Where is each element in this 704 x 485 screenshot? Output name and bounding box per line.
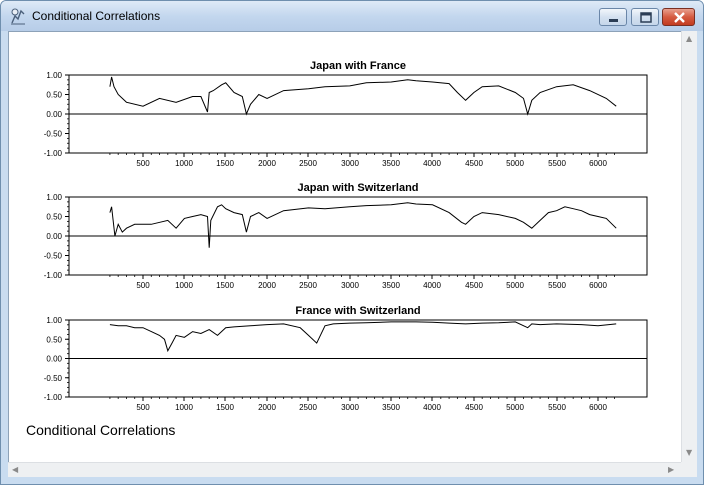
minimize-icon <box>609 19 618 22</box>
x-tick-label: 4500 <box>465 281 483 290</box>
minimize-button[interactable] <box>599 8 627 26</box>
window-title: Conditional Correlations <box>32 9 161 23</box>
x-tick-label: 1000 <box>175 159 193 168</box>
y-tick-label: -0.50 <box>44 252 63 261</box>
x-tick-label: 5000 <box>506 281 524 290</box>
close-button[interactable] <box>662 8 695 26</box>
y-tick-label: 0.50 <box>46 91 62 100</box>
y-tick-label: -1.00 <box>44 149 63 158</box>
scroll-corner <box>681 462 697 477</box>
x-tick-label: 4000 <box>423 159 441 168</box>
y-tick-label: 0.50 <box>46 213 62 222</box>
series-line <box>109 202 617 248</box>
x-tick-label: 3500 <box>382 281 400 290</box>
x-tick-label: 500 <box>136 403 150 412</box>
x-tick-label: 3500 <box>382 159 400 168</box>
y-tick-label: 0.00 <box>46 355 62 364</box>
x-tick-label: 500 <box>136 159 150 168</box>
x-tick-label: 1000 <box>175 403 193 412</box>
x-tick-label: 4500 <box>465 159 483 168</box>
y-tick-label: 0.00 <box>46 110 62 119</box>
x-tick-label: 6000 <box>589 403 607 412</box>
x-tick-label: 6000 <box>589 159 607 168</box>
close-icon <box>674 12 685 23</box>
graph-icon <box>11 8 25 25</box>
y-tick-label: -1.00 <box>44 271 63 280</box>
scroll-up-arrow-icon[interactable]: ▲ <box>686 34 693 43</box>
y-tick-label: -0.50 <box>44 130 63 139</box>
x-tick-label: 2000 <box>258 403 276 412</box>
scroll-right-arrow-icon[interactable]: ▶ <box>668 465 675 474</box>
x-tick-label: 1000 <box>175 281 193 290</box>
x-tick-label: 5000 <box>506 403 524 412</box>
maximize-icon <box>640 12 652 23</box>
graph-caption: Conditional Correlations <box>26 422 176 438</box>
x-tick-label: 2000 <box>258 159 276 168</box>
x-tick-label: 4000 <box>423 403 441 412</box>
x-tick-label: 5000 <box>506 159 524 168</box>
x-tick-label: 2500 <box>299 281 317 290</box>
plot-title: Japan with France <box>310 60 406 72</box>
horizontal-scrollbar[interactable]: ◀ ▶ <box>8 462 681 477</box>
vertical-scrollbar[interactable]: ▲ ▼ <box>681 31 697 462</box>
x-tick-label: 2500 <box>299 159 317 168</box>
series-line <box>109 76 617 116</box>
scroll-left-arrow-icon[interactable]: ◀ <box>12 465 19 474</box>
x-tick-label: 3000 <box>341 403 359 412</box>
x-tick-label: 4000 <box>423 281 441 290</box>
x-tick-label: 3500 <box>382 403 400 412</box>
y-tick-label: 1.00 <box>46 316 62 325</box>
y-tick-label: 1.00 <box>46 71 62 80</box>
x-tick-label: 2000 <box>258 281 276 290</box>
title-bar[interactable]: Conditional Correlations <box>1 1 703 31</box>
x-tick-label: 1500 <box>216 281 234 290</box>
x-tick-label: 500 <box>136 281 150 290</box>
x-tick-label: 3000 <box>341 159 359 168</box>
x-tick-label: 1500 <box>216 403 234 412</box>
x-tick-label: 1500 <box>216 159 234 168</box>
x-tick-label: 5500 <box>548 159 566 168</box>
plot-title: France with Switzerland <box>295 305 420 317</box>
maximize-button[interactable] <box>631 8 659 26</box>
x-tick-label: 5500 <box>548 403 566 412</box>
y-tick-label: 0.00 <box>46 232 62 241</box>
plot-title: Japan with Switzerland <box>297 182 418 194</box>
scroll-down-arrow-icon[interactable]: ▼ <box>686 448 693 457</box>
y-tick-label: 1.00 <box>46 193 62 202</box>
x-tick-label: 4500 <box>465 403 483 412</box>
x-tick-label: 2500 <box>299 403 317 412</box>
x-tick-label: 3000 <box>341 281 359 290</box>
series-line <box>109 321 617 353</box>
y-tick-label: -0.50 <box>44 374 63 383</box>
y-tick-label: 0.50 <box>46 335 62 344</box>
graph-area <box>8 31 697 477</box>
y-tick-label: -1.00 <box>44 393 63 402</box>
x-tick-label: 5500 <box>548 281 566 290</box>
x-tick-label: 6000 <box>589 281 607 290</box>
